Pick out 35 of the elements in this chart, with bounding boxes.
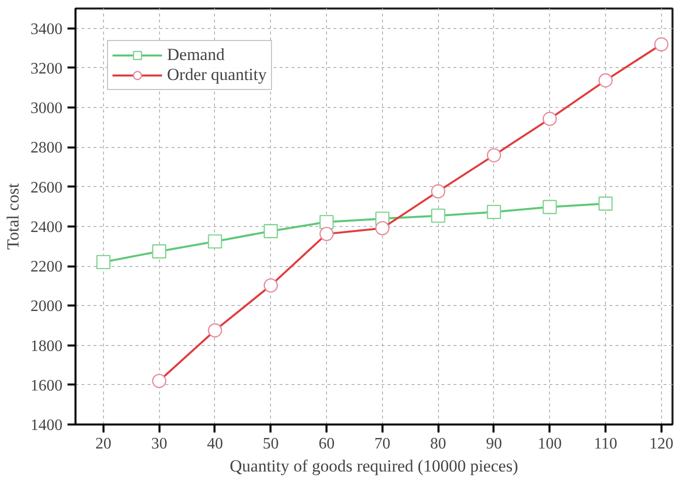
y-tick-label: 1800 <box>30 338 62 355</box>
x-tick-label: 20 <box>95 436 112 452</box>
x-axis-title: Quantity of goods required (10000 pieces) <box>230 456 518 476</box>
point <box>431 208 446 223</box>
y-tick-label: 3200 <box>30 60 62 78</box>
x-tick-label: 60 <box>318 436 335 452</box>
x-tick-label: 90 <box>486 436 502 452</box>
y-tick-label: 1400 <box>30 417 62 434</box>
point <box>208 234 222 249</box>
y-tick-label: 1600 <box>30 377 62 394</box>
y-tick-label: 2400 <box>30 218 62 236</box>
y-tick-label: 3000 <box>30 100 62 118</box>
point <box>598 196 613 211</box>
x-tick-label: 70 <box>374 436 390 452</box>
x-tick-label: 80 <box>430 436 446 452</box>
point <box>319 214 334 230</box>
point <box>486 204 502 220</box>
x-tick-label: 100 <box>538 436 562 452</box>
x-tick-label: 50 <box>262 436 279 452</box>
x-tick-label: 110 <box>594 436 618 452</box>
point <box>152 244 166 258</box>
legend-label: Order quantity <box>167 65 267 85</box>
y-tick-label: 2600 <box>30 179 62 196</box>
point <box>96 254 110 270</box>
y-tick-label: 2800 <box>30 140 62 157</box>
point <box>264 224 278 238</box>
x-tick-label: 30 <box>151 436 168 452</box>
point <box>542 200 557 214</box>
x-tick-label: 40 <box>206 436 223 452</box>
y-axis-title: Total cost <box>4 183 22 250</box>
y-tick-label: 3400 <box>30 20 62 38</box>
x-tick-label: 120 <box>649 436 674 452</box>
y-tick-label: 2200 <box>30 258 62 276</box>
y-tick-label: 2000 <box>30 298 62 316</box>
legend-label: Demand <box>167 45 225 65</box>
